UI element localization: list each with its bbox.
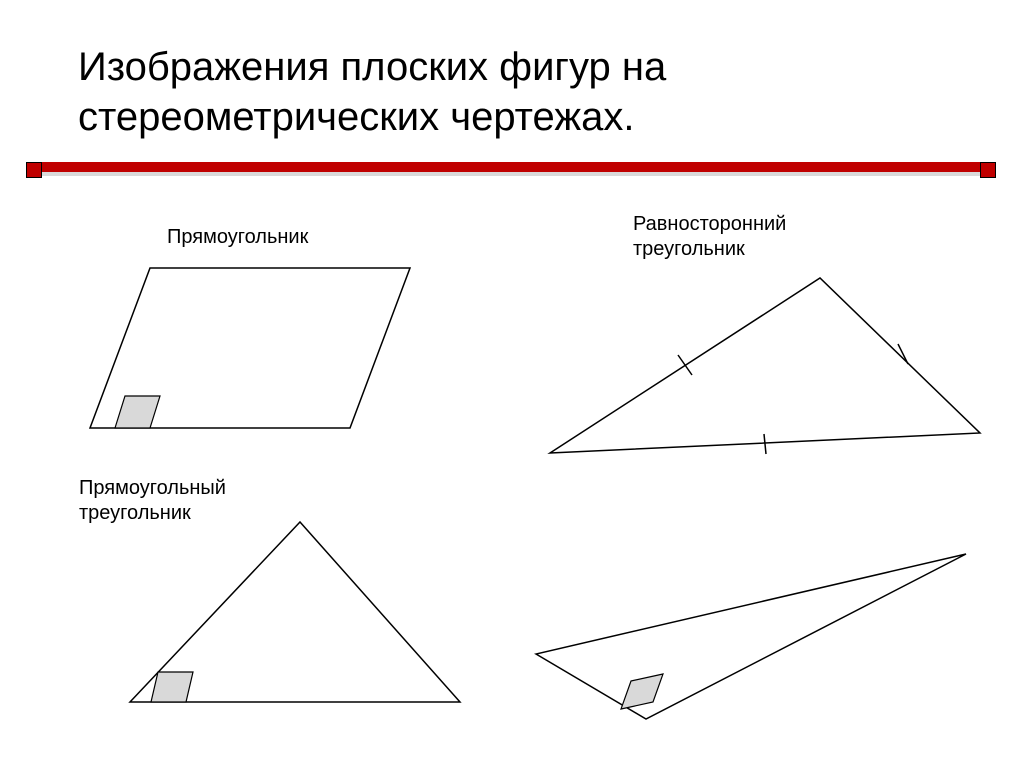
figure-rectangle [90,268,410,428]
figure-equilateral [550,278,980,458]
label-equilateral: Равносторонний треугольник [633,212,786,262]
rectangle-angle-marker [115,396,160,428]
page-title: Изображения плоских фигур на стереометри… [78,42,666,142]
title-line2: стереометрических чертежах. [78,95,634,139]
tick-1 [678,355,692,375]
rule-main [34,162,990,172]
label-right-line1: Прямоугольный [79,477,226,499]
title-line1: Изображения плоских фигур на [78,45,666,89]
right-triangle-left-angle-marker [151,672,193,702]
label-equilateral-line2: треугольник [633,238,745,260]
figure-right-triangle-left [130,522,460,707]
label-right-triangle: Прямоугольный треугольник [79,476,226,526]
label-right-line2: треугольник [79,502,191,524]
label-rectangle: Прямоугольник [167,225,308,250]
rule-box-right [980,162,996,178]
equilateral-shape [550,278,980,453]
tick-3 [764,434,766,454]
right-triangle-right-shape [536,554,966,719]
figure-right-triangle-right [536,554,966,724]
right-triangle-right-angle-marker [621,674,663,709]
rule-box-left [26,162,42,178]
label-equilateral-line1: Равносторонний [633,213,786,235]
divider-rule [34,162,990,176]
rule-shadow [34,172,990,176]
